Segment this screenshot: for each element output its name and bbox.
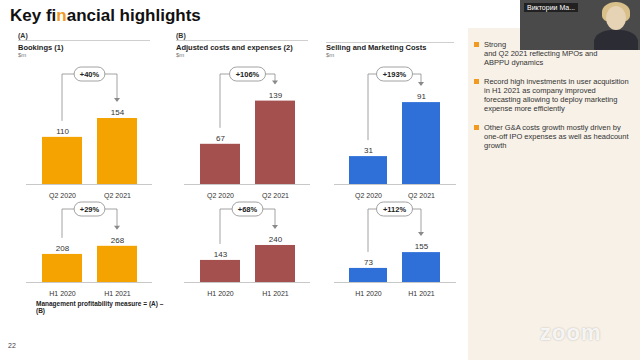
svg-text:67: 67 [216, 134, 225, 143]
svg-text:Q2 2020: Q2 2020 [355, 192, 382, 200]
svg-text:H1 2020: H1 2020 [49, 290, 76, 297]
html-text:Strong: Strong [484, 40, 507, 49]
html-text:Key fi n ancial highlights: Key fi n ancial highlights [10, 6, 201, 25]
html-text:Adjusted costs and expenses (2: Adjusted costs and expenses (2) [176, 43, 293, 52]
svg-text:240: 240 [269, 235, 283, 244]
svg-text:Q2 2020: Q2 2020 [49, 192, 76, 200]
html-text:ABPPU dynamics: ABPPU dynamics [484, 58, 544, 67]
html-text:$m: $m [326, 52, 335, 58]
html-text:$m: $m [176, 52, 185, 58]
svg-text:73: 73 [364, 258, 373, 267]
svg-text:155: 155 [415, 242, 429, 251]
html-text:and Q2 2021 reflecting MPOs an: and Q2 2021 reflecting MPOs and [484, 49, 598, 58]
svg-text:+193%: +193% [383, 70, 407, 79]
svg-text:+29%: +29% [80, 205, 100, 214]
html-text:Bookings (1): Bookings (1) [18, 43, 64, 52]
svg-text:Q2 2020: Q2 2020 [207, 192, 234, 200]
svg-text:91: 91 [417, 92, 426, 101]
html-text:Selling and Marketing Costs: Selling and Marketing Costs [326, 43, 427, 52]
html-text:Record high investments in use: Record high investments in user acquisit… [484, 77, 629, 113]
html-text:$m: $m [18, 52, 27, 58]
svg-text:110: 110 [56, 127, 69, 136]
svg-text:Q2 2021: Q2 2021 [104, 192, 131, 200]
html-text:Other G&A costs growth mostly: Other G&A costs growth mostly driven by … [484, 123, 629, 150]
svg-text:+68%: +68% [238, 205, 258, 214]
svg-text:H1 2021: H1 2021 [408, 290, 435, 297]
html-text:22: 22 [8, 342, 16, 349]
svg-text:154: 154 [111, 108, 125, 117]
svg-text:+40%: +40% [80, 70, 100, 79]
svg-text:+106%: +106% [236, 70, 260, 79]
svg-text:H1 2020: H1 2020 [355, 290, 382, 297]
svg-text:208: 208 [56, 244, 70, 253]
html-text:Management profitability measu: Management profitability measure = (A) –… [36, 300, 164, 314]
svg-text:H1 2020: H1 2020 [207, 290, 234, 297]
svg-text:31: 31 [364, 146, 373, 155]
html-text:Виктории Ма...: Виктории Ма... [527, 4, 575, 11]
html-text:zoom: zoom [540, 320, 602, 345]
svg-text:143: 143 [214, 250, 228, 259]
svg-text:+112%: +112% [383, 205, 406, 214]
svg-text:268: 268 [111, 236, 125, 245]
svg-text:Q2 2021: Q2 2021 [262, 192, 289, 200]
html-text:(B): (B) [176, 32, 186, 39]
svg-text:139: 139 [269, 91, 283, 100]
svg-text:H1 2021: H1 2021 [262, 290, 289, 297]
svg-text:H1 2021: H1 2021 [104, 290, 131, 297]
html-text:(A): (A) [18, 32, 28, 39]
svg-text:Q2 2021: Q2 2021 [408, 192, 435, 200]
